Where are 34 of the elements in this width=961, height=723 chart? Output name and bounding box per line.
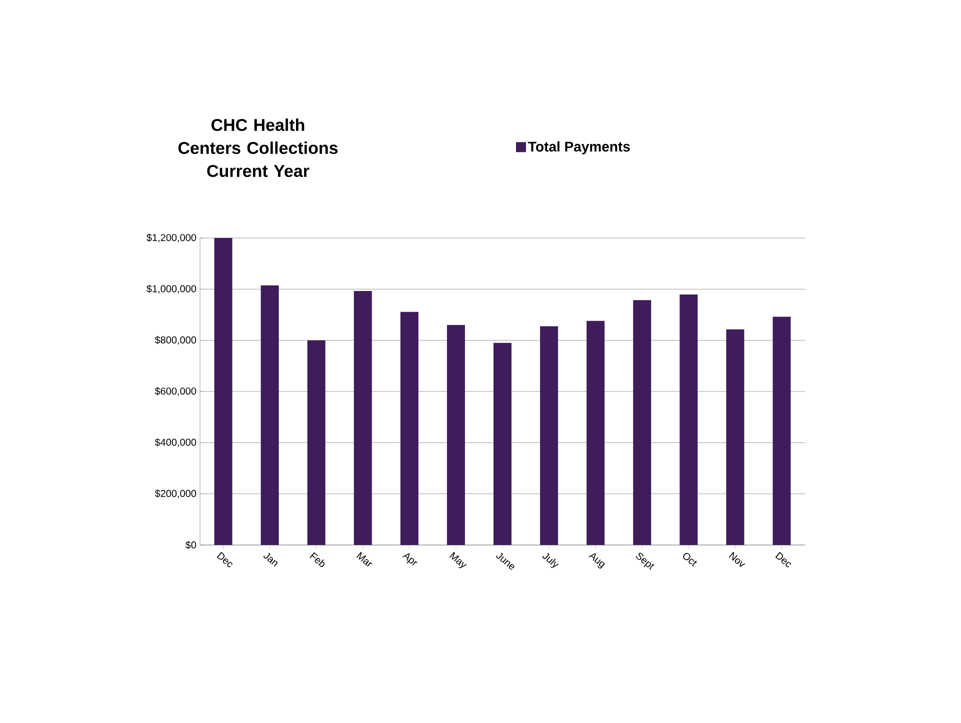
x-tick-label: Dec <box>216 552 232 568</box>
y-tick-label: $1,200,000 <box>146 234 196 242</box>
y-tick-label: $600,000 <box>154 387 196 396</box>
bar <box>540 326 558 545</box>
x-tick-label: July <box>542 552 559 568</box>
x-tick-label: Nov <box>728 552 746 567</box>
bar <box>586 320 605 545</box>
y-tick-label: $400,000 <box>154 438 196 448</box>
bar <box>633 300 652 545</box>
x-tick-label: May <box>450 552 467 568</box>
y-tick-label: $0 <box>185 540 196 550</box>
x-tick-label: Jan <box>264 552 278 567</box>
legend-label: Total Payments <box>528 141 630 154</box>
bar <box>494 342 512 545</box>
bar <box>772 316 791 545</box>
y-tick-label: $800,000 <box>154 336 196 345</box>
y-tick-label: $1,000,000 <box>146 284 196 294</box>
y-tick-label: $200,000 <box>154 489 196 498</box>
x-tick-label: Feb <box>310 552 325 568</box>
x-tick-label: Oct <box>683 552 697 567</box>
x-tick-label: Dec <box>775 552 791 568</box>
chart-subtitle: Current Year <box>207 164 310 178</box>
x-tick-label: Apr <box>402 553 418 566</box>
bar <box>214 238 232 545</box>
chart-title: CHC Health Centers Collections <box>178 118 338 154</box>
bar <box>307 340 326 545</box>
bar <box>680 294 698 545</box>
x-tick-label: Aug <box>588 553 606 568</box>
bar <box>400 312 418 545</box>
bar <box>260 285 279 545</box>
bar <box>354 290 372 545</box>
bar <box>726 329 744 545</box>
x-tick-label: Mar <box>356 552 372 567</box>
bar <box>446 324 465 545</box>
